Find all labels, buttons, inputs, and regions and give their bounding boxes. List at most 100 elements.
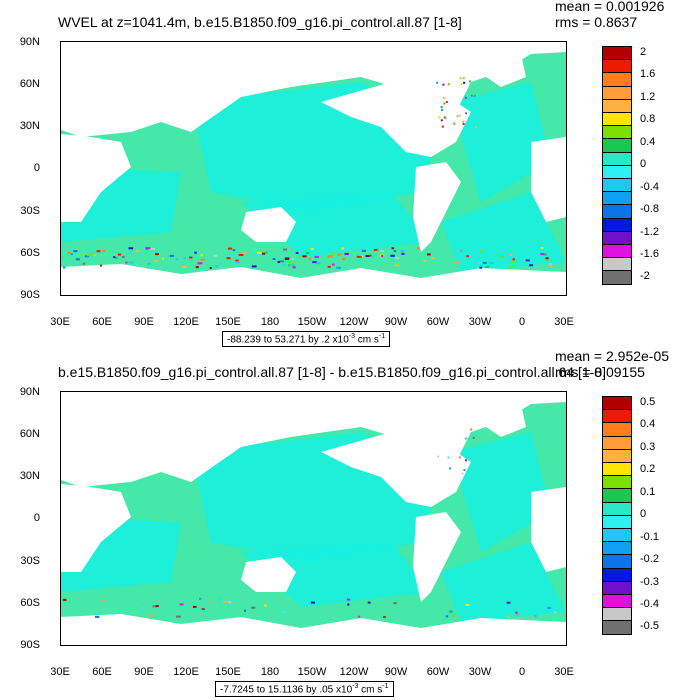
field-speckle <box>458 456 461 459</box>
field-speckle <box>462 77 465 80</box>
field-speckle <box>380 249 385 252</box>
field-speckle <box>316 262 321 265</box>
lon-label: 0 <box>518 316 526 328</box>
colorbar-swatch <box>602 217 632 232</box>
lat-label: 30S <box>20 205 40 217</box>
field-speckle <box>393 248 396 251</box>
lat-label: 60S <box>20 597 40 609</box>
colorbar-swatch <box>602 72 632 87</box>
colorbar-swatch <box>602 230 632 245</box>
field-speckle <box>395 257 400 259</box>
field-speckle <box>444 117 447 119</box>
field-speckle <box>361 249 366 252</box>
field-speckle <box>507 615 510 618</box>
field-speckle <box>485 266 489 269</box>
field-speckle <box>294 250 298 253</box>
field-speckle <box>283 248 287 251</box>
lon-label: 30E <box>50 666 70 678</box>
field-speckle <box>223 600 228 603</box>
field-speckle <box>219 597 222 600</box>
field-speckle <box>459 77 462 80</box>
field-speckle <box>489 262 495 264</box>
rms-label: rms = 0.8637 <box>555 14 638 30</box>
colorbar-swatch <box>602 462 632 477</box>
field-speckle <box>162 257 165 260</box>
field-speckle <box>152 605 155 608</box>
lon-label: 30E <box>50 316 70 328</box>
field-speckle <box>283 254 288 257</box>
range-units: cm s <box>355 334 379 346</box>
colorbar-swatch <box>602 422 632 437</box>
field-speckle <box>463 81 466 84</box>
colorbar-label: 0 <box>640 158 647 171</box>
colorbar-label: 2 <box>640 46 647 58</box>
field-speckle <box>115 256 118 259</box>
field-speckle <box>209 267 212 269</box>
lon-label: 30W <box>468 666 492 678</box>
ocean-cyan-region <box>441 542 566 622</box>
field-speckle <box>464 437 467 440</box>
field-speckle <box>96 250 101 253</box>
field-speckle <box>308 258 312 261</box>
field-speckle <box>150 248 155 250</box>
lon-label: 90W <box>384 666 408 678</box>
field-speckle <box>390 254 395 257</box>
field-speckle <box>449 610 453 613</box>
colorbar-label: -0.3 <box>640 575 659 588</box>
field-speckle <box>466 255 469 258</box>
field-speckle <box>401 252 405 255</box>
field-speckle <box>436 81 439 84</box>
field-speckle <box>454 260 460 263</box>
field-speckle <box>332 252 335 255</box>
lat-label: 60N <box>19 78 40 90</box>
field-speckle <box>155 605 159 608</box>
colorbar-label: 0.2 <box>640 463 656 476</box>
field-speckle <box>128 261 134 264</box>
land-mass <box>241 557 296 592</box>
field-speckle <box>327 255 333 258</box>
field-speckle <box>478 261 482 264</box>
ocean-cyan-region <box>451 432 551 552</box>
field-speckle <box>480 250 484 253</box>
field-speckle <box>376 248 379 251</box>
field-speckle <box>371 255 377 258</box>
land-mass <box>413 162 461 252</box>
field-speckle <box>243 609 246 612</box>
field-speckle <box>506 601 511 604</box>
lat-label: 30S <box>20 555 40 567</box>
field-speckle <box>209 600 212 603</box>
field-speckle <box>155 253 159 256</box>
land-mass <box>61 614 566 645</box>
field-speckle <box>279 260 285 263</box>
field-speckle <box>381 254 384 257</box>
colorbar-swatch <box>602 435 632 450</box>
map-svg <box>61 42 566 295</box>
field-speckle <box>181 264 185 267</box>
range-exp: -3 <box>348 333 355 340</box>
field-speckle <box>509 253 513 256</box>
field-speckle <box>442 83 445 86</box>
lon-label: 30E <box>554 316 574 328</box>
ocean-cyan-region <box>241 542 431 607</box>
range-units-exp: -1 <box>382 683 389 690</box>
lon-label: 60E <box>92 316 112 328</box>
field-speckle <box>169 254 174 257</box>
colorbar-swatch <box>602 396 632 411</box>
field-speckle <box>357 615 361 618</box>
colorbar-swatch <box>602 85 632 100</box>
field-speckle <box>342 258 346 261</box>
lon-label: 150E <box>215 666 241 678</box>
colorbar-label: -1.2 <box>640 225 659 238</box>
field-speckle <box>347 603 350 606</box>
field-speckle <box>94 615 100 618</box>
colorbar-swatch <box>602 594 632 609</box>
field-speckle <box>61 256 64 259</box>
lon-label: 60W <box>426 666 450 678</box>
field-speckle <box>113 611 117 614</box>
field-speckle <box>282 610 287 613</box>
field-speckle <box>475 126 478 129</box>
lon-label: 150E <box>215 316 241 328</box>
field-speckle <box>117 253 122 256</box>
field-speckle <box>228 601 232 604</box>
field-speckle <box>197 262 203 265</box>
